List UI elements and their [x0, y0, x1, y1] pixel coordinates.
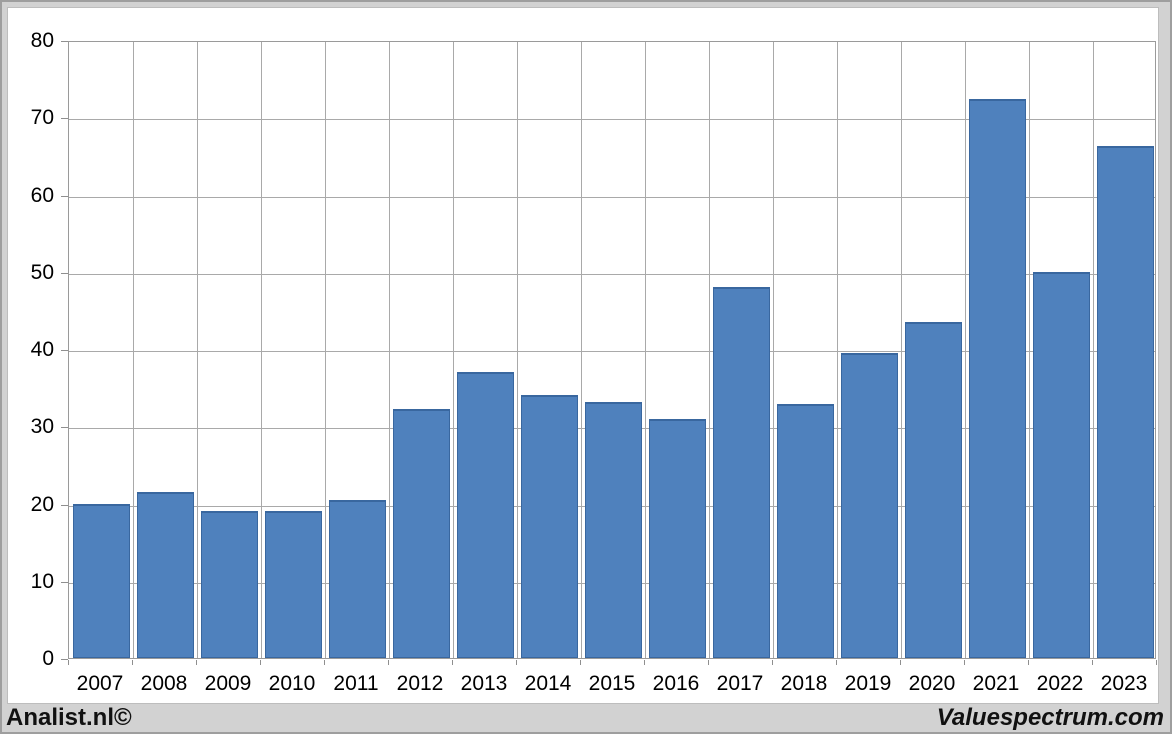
- v-gridline: [197, 42, 198, 658]
- v-gridline: [261, 42, 262, 658]
- v-gridline: [901, 42, 902, 658]
- x-tick-mark: [260, 660, 261, 665]
- bar-2013: [456, 372, 514, 658]
- x-tick-mark: [452, 660, 453, 665]
- x-tick-mark: [580, 660, 581, 665]
- y-tick-mark: [61, 504, 68, 506]
- x-tick-mark: [708, 660, 709, 665]
- y-axis-tick-label: 20: [30, 492, 54, 516]
- bar-2016: [648, 418, 706, 658]
- bar-2020: [904, 321, 962, 658]
- x-tick-mark: [132, 660, 133, 665]
- y-tick-mark: [61, 272, 68, 274]
- valuespectrum-credit: Valuespectrum.com: [936, 704, 1164, 731]
- x-axis-tick-label: 2016: [652, 672, 700, 695]
- x-axis-tick-label: 2020: [908, 672, 956, 695]
- x-tick-mark: [324, 660, 325, 665]
- v-gridline: [965, 42, 966, 658]
- bar-2007: [72, 503, 130, 658]
- analist-credit: Analist.nl©: [6, 704, 132, 731]
- x-axis-tick-label: 2011: [333, 672, 379, 695]
- y-tick-mark: [61, 659, 68, 660]
- x-tick-mark: [68, 660, 69, 665]
- x-axis-tick-label: 2007: [76, 672, 124, 695]
- chart-panel: 0 10 20 30 40 50 60 70 80 2007 2008 2009 2010 2011 20…: [7, 7, 1159, 704]
- bar-2019: [840, 352, 898, 658]
- x-tick-mark: [644, 660, 645, 665]
- plot-area: [68, 41, 1156, 659]
- y-tick-mark: [61, 581, 68, 583]
- bar-2018: [776, 403, 834, 658]
- v-gridline: [837, 42, 838, 658]
- x-tick-mark: [836, 660, 837, 665]
- bar-2022: [1032, 271, 1090, 658]
- x-tick-mark: [1028, 660, 1029, 665]
- x-axis-tick-label: 2023: [1100, 672, 1148, 695]
- v-gridline: [517, 42, 518, 658]
- y-tick-mark: [61, 118, 68, 120]
- v-gridline: [133, 42, 134, 658]
- v-gridline: [325, 42, 326, 658]
- bar-2008: [136, 491, 194, 658]
- v-gridline: [1093, 42, 1094, 658]
- h-gridline: [69, 119, 1155, 121]
- bar-2014: [520, 394, 578, 658]
- y-axis-tick-label: 70: [30, 106, 54, 130]
- v-gridline: [709, 42, 710, 658]
- v-gridline: [1029, 42, 1030, 658]
- v-gridline: [389, 42, 390, 658]
- y-tick-mark: [61, 350, 68, 351]
- y-axis-tick-label: 0: [42, 647, 54, 670]
- y-axis-tick-label: 10: [30, 569, 54, 593]
- bar-2017: [712, 287, 770, 658]
- y-tick-mark: [61, 41, 68, 42]
- x-tick-mark: [196, 660, 197, 665]
- h-gridline: [69, 351, 1155, 352]
- bar-2023: [1096, 145, 1154, 658]
- h-gridline: [69, 196, 1155, 198]
- x-axis-tick-label: 2018: [780, 672, 828, 695]
- bar-2010: [264, 511, 322, 658]
- v-gridline: [581, 42, 582, 658]
- bar-2021: [968, 98, 1026, 658]
- y-axis-tick-label: 40: [30, 338, 54, 361]
- x-axis-tick-label: 2012: [396, 672, 444, 695]
- y-tick-mark: [61, 195, 68, 197]
- y-axis-tick-label: 80: [30, 29, 54, 52]
- x-axis-tick-label: 2015: [588, 672, 636, 695]
- v-gridline: [453, 42, 454, 658]
- x-tick-mark: [516, 660, 517, 665]
- x-tick-mark: [388, 660, 389, 665]
- x-tick-mark: [964, 660, 965, 665]
- x-axis-tick-label: 2013: [460, 672, 508, 695]
- bar-2012: [392, 409, 450, 658]
- x-tick-mark: [772, 660, 773, 665]
- y-tick-mark: [61, 427, 68, 429]
- x-axis-tick-label: 2021: [972, 672, 1020, 695]
- x-tick-mark: [1156, 660, 1157, 665]
- bar-2011: [328, 499, 386, 658]
- h-gridline: [69, 273, 1155, 275]
- x-axis-tick-label: 2009: [204, 672, 252, 695]
- x-axis-tick-label: 2022: [1036, 672, 1084, 695]
- x-axis-tick-label: 2017: [716, 672, 764, 695]
- x-axis-tick-label: 2010: [268, 672, 316, 695]
- bar-2009: [200, 511, 258, 658]
- bar-2015: [584, 401, 642, 658]
- y-axis-tick-label: 30: [30, 415, 54, 439]
- x-axis-tick-label: 2014: [524, 672, 572, 695]
- y-axis-tick-label: 60: [30, 183, 54, 207]
- v-gridline: [645, 42, 646, 658]
- x-axis-tick-label: 2008: [140, 672, 188, 695]
- x-axis-tick-label: 2019: [844, 672, 892, 695]
- y-axis-tick-label: 50: [30, 260, 54, 284]
- x-tick-mark: [900, 660, 901, 665]
- x-tick-mark: [1092, 660, 1093, 665]
- v-gridline: [773, 42, 774, 658]
